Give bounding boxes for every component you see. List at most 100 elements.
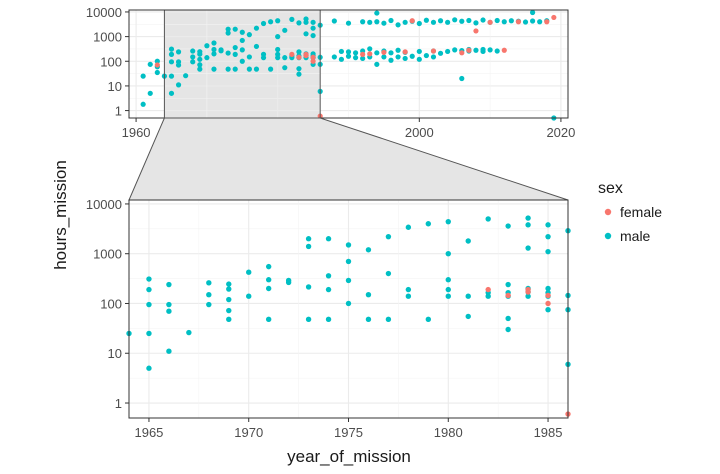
- data-point-male: [325, 236, 332, 242]
- data-point-male: [405, 286, 412, 293]
- data-point-male: [416, 56, 422, 62]
- data-point-male: [508, 18, 514, 24]
- data-point-male: [545, 306, 551, 313]
- data-point-male: [154, 69, 160, 76]
- data-point-male: [345, 277, 352, 284]
- data-point-male: [423, 52, 429, 59]
- data-point-male: [275, 18, 281, 24]
- data-point-male: [473, 20, 479, 26]
- overview-gridlines: [129, 10, 568, 118]
- legend-items: female male: [604, 204, 662, 244]
- data-point-male: [345, 20, 352, 26]
- data-point-male: [253, 66, 260, 72]
- ov-y-tick-label: 100: [100, 54, 122, 69]
- data-point-male: [525, 222, 531, 228]
- dt-x-tick-label: 1970: [234, 425, 263, 440]
- data-point-male: [325, 286, 332, 293]
- data-point-male: [395, 22, 401, 28]
- dt-y-tick-label: 10000: [86, 197, 122, 212]
- data-point-male: [529, 18, 536, 24]
- data-point-male: [211, 66, 217, 72]
- data-point-male: [296, 71, 302, 77]
- dt-x-tick-label: 1980: [434, 425, 463, 440]
- data-point-male: [452, 17, 458, 23]
- overview-points: [140, 9, 557, 121]
- data-point-male: [305, 243, 312, 250]
- data-point-male: [437, 18, 444, 24]
- data-point-male: [166, 281, 172, 288]
- data-point-male: [345, 300, 352, 307]
- data-point-male: [282, 27, 288, 33]
- data-point-male: [445, 48, 451, 55]
- data-point-male: [265, 316, 272, 323]
- dt-x-tick-label: 1965: [134, 425, 163, 440]
- data-point-female: [487, 19, 493, 25]
- data-point-male: [425, 316, 432, 323]
- data-point-male: [437, 50, 444, 56]
- data-point-male: [425, 221, 432, 227]
- x-axis-title: year_of_mission: [287, 447, 411, 466]
- data-point-male: [305, 236, 312, 242]
- data-point-male: [232, 26, 238, 32]
- data-point-female: [430, 48, 437, 54]
- data-point-male: [275, 34, 281, 40]
- data-point-male: [282, 65, 288, 71]
- data-point-male: [239, 58, 245, 64]
- ov-y-tick-label: 1: [115, 104, 122, 119]
- data-point-female: [544, 19, 550, 25]
- data-point-male: [204, 43, 210, 49]
- data-point-female: [296, 54, 302, 60]
- data-point-male: [225, 66, 231, 72]
- data-point-male: [175, 49, 182, 55]
- data-point-male: [505, 315, 511, 322]
- detail-gridlines: [129, 200, 568, 418]
- data-point-male: [260, 51, 267, 57]
- data-point-male: [367, 46, 373, 52]
- data-point-male: [345, 258, 352, 265]
- data-point-male: [265, 285, 272, 292]
- data-point-male: [537, 19, 543, 25]
- data-point-male: [505, 326, 511, 333]
- data-point-female: [303, 51, 309, 57]
- data-point-male: [352, 55, 359, 61]
- data-point-male: [268, 19, 274, 25]
- zoom-connector: [128, 117, 569, 201]
- detail-x-tick-labels: 1965 1970 1975 1980 1985: [134, 418, 563, 440]
- data-point-male: [466, 17, 472, 24]
- data-point-female: [459, 50, 465, 56]
- data-point-female: [409, 18, 415, 24]
- data-point-male: [268, 66, 274, 72]
- data-point-male: [168, 73, 175, 79]
- data-point-male: [285, 277, 292, 284]
- data-point-male: [146, 276, 152, 282]
- data-point-male: [360, 19, 366, 25]
- data-point-female: [501, 47, 507, 53]
- data-point-male: [505, 281, 511, 288]
- data-point-male: [465, 293, 471, 299]
- data-point-male: [232, 51, 238, 57]
- data-point-male: [430, 19, 437, 25]
- data-point-male: [452, 47, 458, 53]
- data-point-male: [487, 47, 493, 53]
- data-point-male: [275, 46, 281, 53]
- data-point-female: [551, 14, 557, 21]
- data-point-male: [445, 293, 451, 299]
- data-point-male: [197, 62, 203, 68]
- data-point-male: [465, 238, 471, 244]
- ov-x-tick-label: 2000: [405, 125, 434, 140]
- data-point-female: [515, 19, 522, 25]
- data-point-male: [325, 316, 332, 323]
- legend-key-male: [604, 232, 612, 240]
- data-point-male: [166, 348, 172, 354]
- dt-x-tick-label: 1975: [334, 425, 363, 440]
- data-point-male: [275, 51, 281, 57]
- data-point-male: [305, 284, 312, 290]
- data-point-male: [154, 58, 160, 64]
- data-point-male: [190, 54, 196, 60]
- data-point-male: [246, 32, 252, 38]
- data-point-male: [296, 20, 302, 26]
- detail-panel: 1 10 100 1000 10000 1965 1970 1975 1980 1985: [86, 197, 571, 440]
- data-point-male: [338, 48, 345, 55]
- ov-x-tick-label: 1960: [122, 125, 151, 140]
